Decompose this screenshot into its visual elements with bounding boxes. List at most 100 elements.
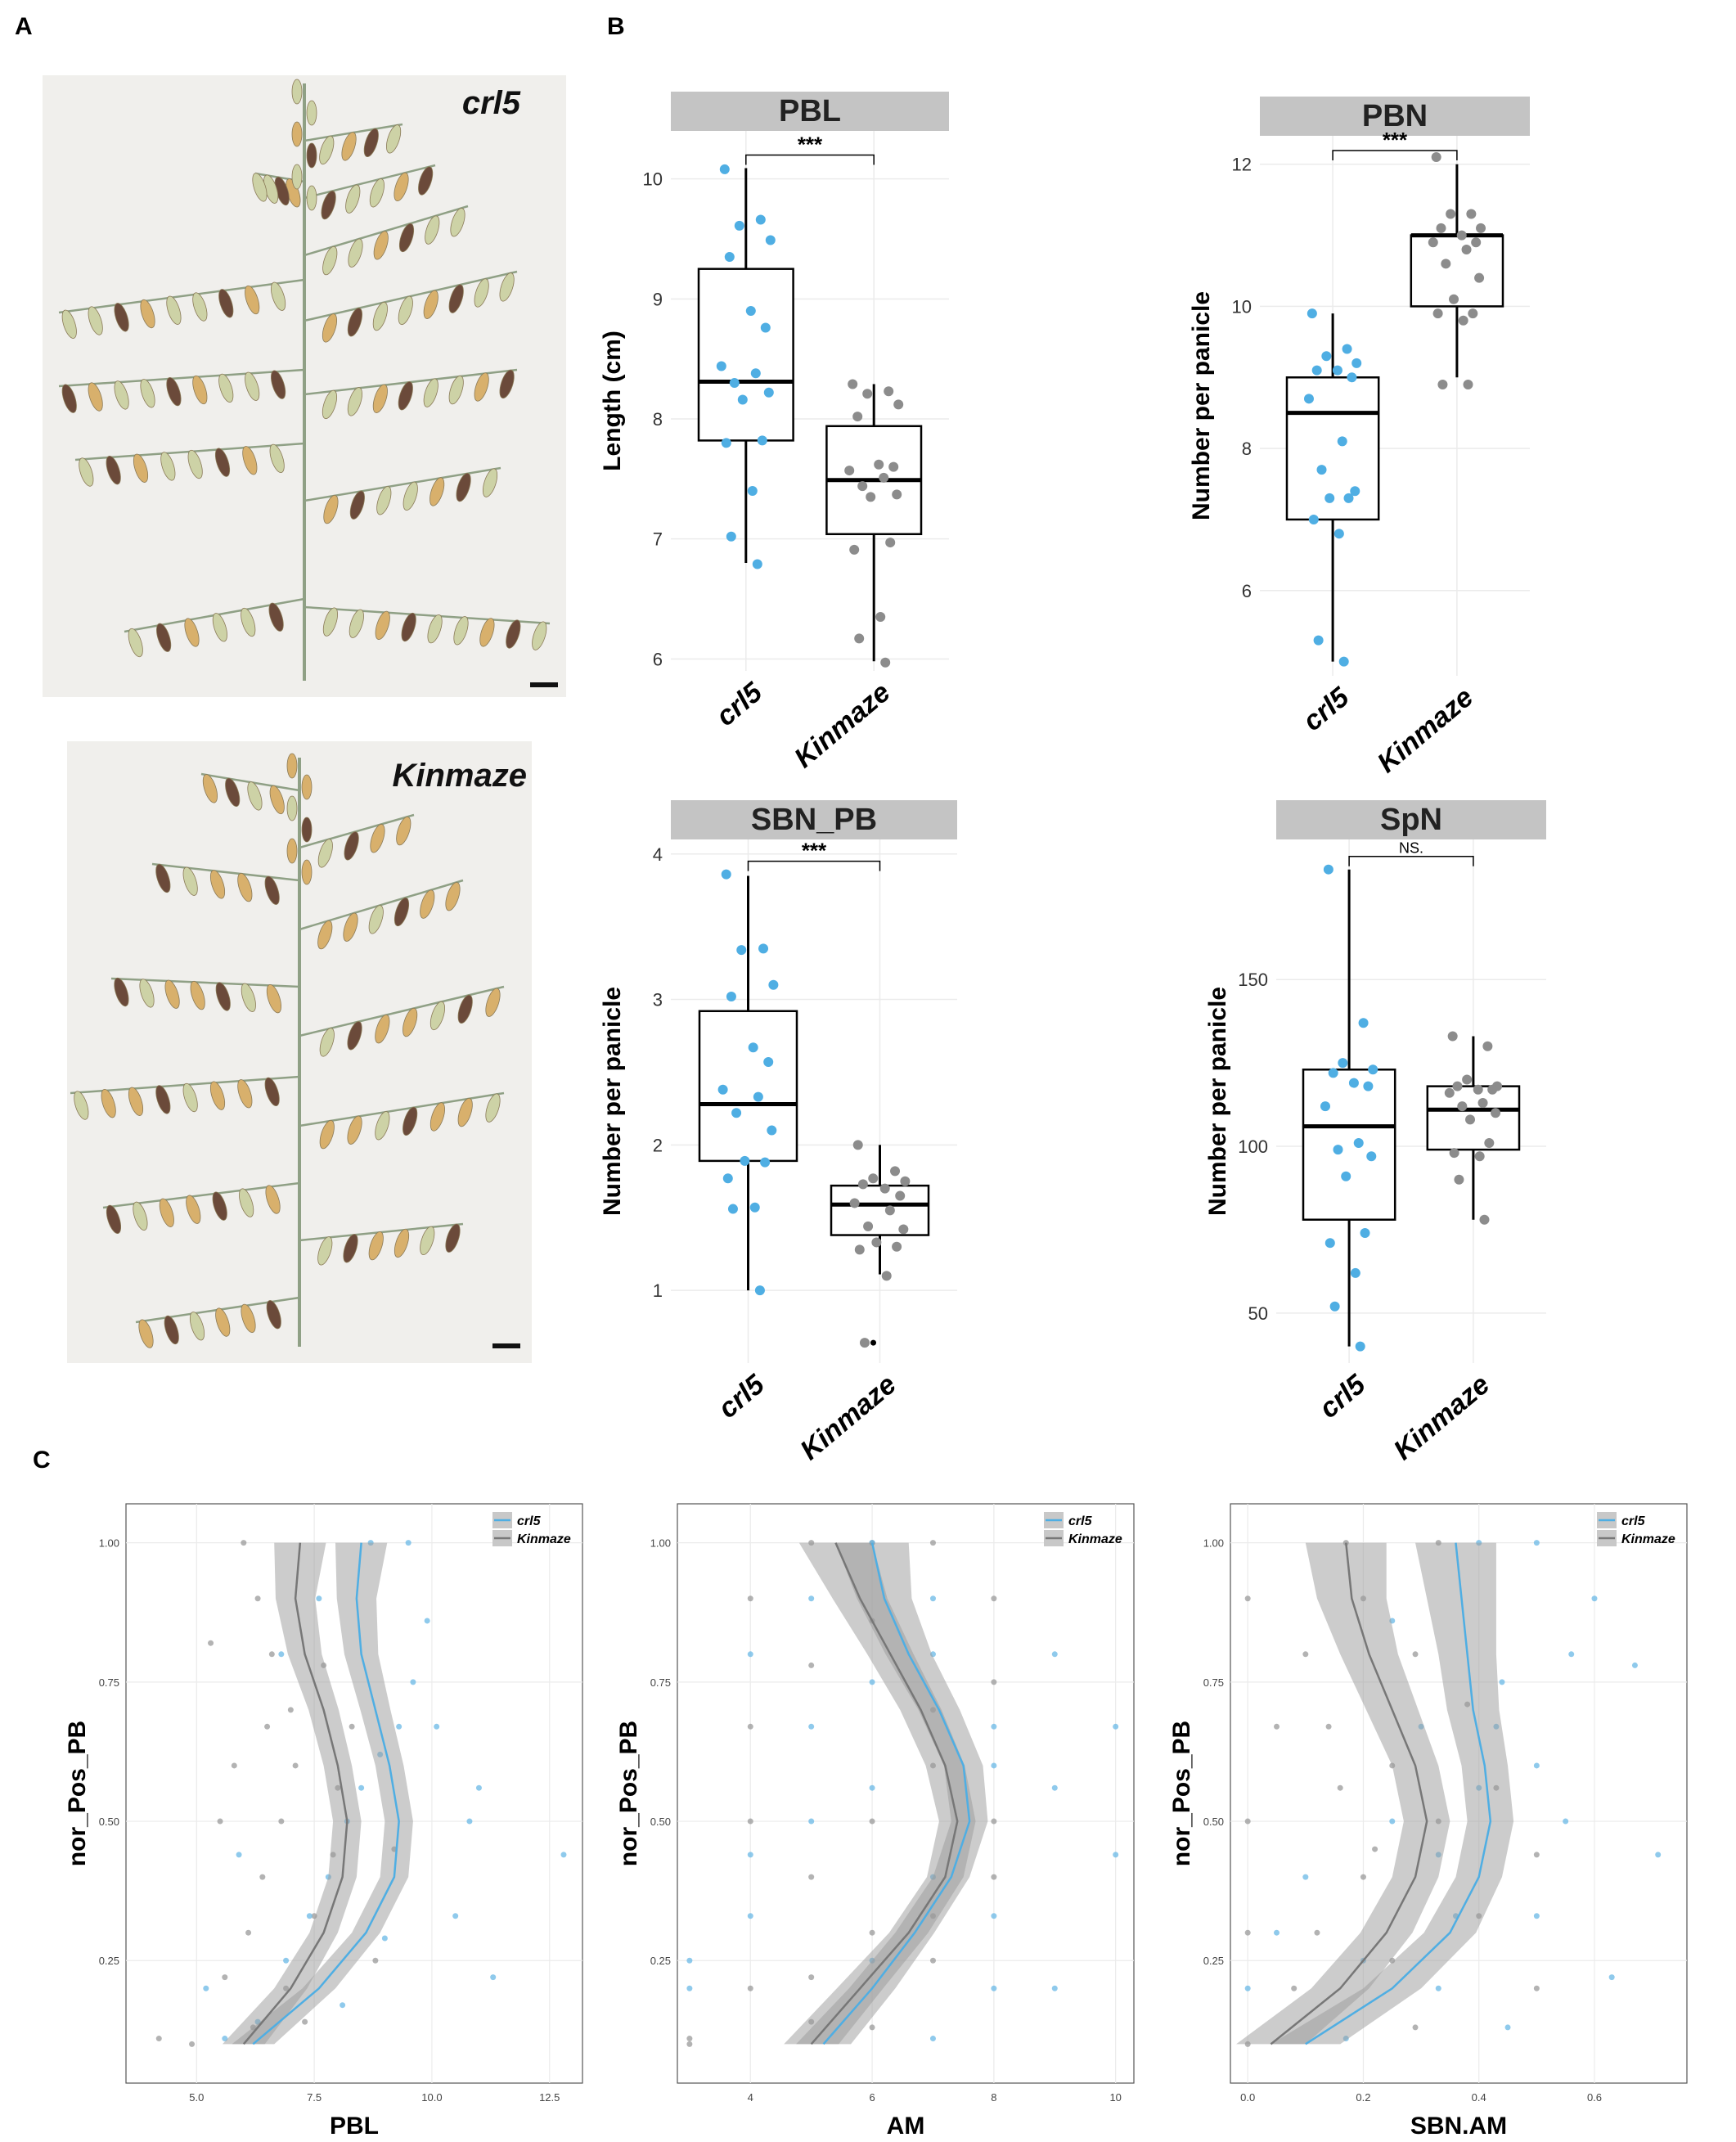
grain [138,1319,154,1348]
data-point [1533,1985,1540,1991]
data-point [1458,315,1468,326]
data-point [1463,379,1473,389]
x-tick-label: 10 [1109,2091,1121,2104]
grain [74,1091,89,1120]
y-tick-label: 0.25 [99,1955,119,1967]
grain [403,481,418,511]
y-tick-label: 0.50 [1203,1816,1224,1828]
data-point [736,945,747,956]
data-point [1366,1151,1377,1162]
data-point [808,1662,815,1668]
y-tick-label: 0.25 [1203,1955,1224,1967]
facet-strip [671,92,949,131]
grain [474,372,489,402]
y-tick-label: 8 [1242,439,1252,459]
grain [317,920,333,950]
grain [430,1102,445,1132]
data-point [1358,1018,1369,1028]
y-tick-label: 9 [653,289,663,309]
crl5-panicle-drawing [58,79,551,681]
grain [375,610,390,641]
grain [347,308,362,337]
grain [306,100,317,126]
x-tick-label: crl5 [1313,1368,1372,1424]
grain [160,452,176,481]
grain [291,121,303,147]
data-point [1457,1101,1468,1112]
grain [156,623,172,652]
grain [166,376,182,407]
significance-bracket [1332,150,1458,160]
data-point [747,1852,753,1858]
x-tick-label: Kinmaze [789,677,897,774]
data-point [747,1651,753,1658]
data-point [737,394,748,405]
data-point [686,2036,693,2042]
data-point [857,1179,868,1190]
data-point [721,869,731,880]
data-point [686,1957,693,1964]
data-point [991,1985,997,1991]
grain [427,614,443,644]
data-point [849,1198,860,1208]
smooth-curve [822,1542,971,2045]
grain [291,164,303,190]
data-point [1363,1081,1374,1091]
data-point [881,1271,892,1281]
data-point [1337,436,1347,447]
grain [499,272,515,302]
grain [269,785,285,815]
data-point [1474,1151,1485,1162]
grain [286,753,298,779]
data-point [880,657,891,668]
data-point [410,1679,416,1685]
data-point [888,461,899,472]
outlier-point [870,1339,876,1346]
data-point [1347,372,1357,383]
scatter-plot-sbn-am: 0.25 0.50 0.75 1.00 0.0 0.2 0.4 0.6 crl5 Kinmaze S… [1167,1497,1698,2140]
grain [101,1089,116,1118]
data-point [1360,1228,1370,1239]
confidence-band [1236,1542,1450,2045]
data-point [929,1957,936,1964]
data-point [1372,1846,1378,1852]
data-point [1447,1031,1458,1042]
data-point [1487,1084,1498,1095]
grain [430,477,445,506]
data-point [1437,379,1448,389]
data-point [372,1957,379,1964]
data-point [306,1913,313,1919]
data-point [475,1784,482,1791]
y-tick-label: 6 [653,649,663,669]
grain [215,1307,231,1337]
y-axis-label: nor_Pos_PB [615,1721,642,1866]
grain [386,124,402,154]
grain [61,309,77,339]
data-point [1608,1974,1615,1981]
grain [239,1188,254,1217]
grain [453,616,469,646]
data-point [884,1205,895,1216]
significance-label: *** [1383,128,1408,152]
data-point [1350,486,1360,497]
grain [164,1315,179,1345]
data-point [1631,1662,1638,1668]
data-point [1244,1985,1251,1991]
data-point [1291,1985,1298,1991]
data-point [750,368,761,379]
data-point [1311,365,1322,376]
y-tick-label: 10 [643,169,663,190]
y-tick-label: 3 [653,990,663,1010]
data-point [1466,209,1477,219]
y-axis-label: nor_Pos_PB [64,1721,91,1866]
grain [418,166,434,196]
data-point [724,252,735,262]
data-point [763,387,774,398]
data-point [871,1237,882,1248]
data-point [747,486,758,496]
data-point [1479,1214,1490,1225]
legend-label: Kinmaze [1068,1532,1122,1546]
grain [237,872,253,902]
data-point [466,1818,473,1825]
grain [396,816,412,846]
